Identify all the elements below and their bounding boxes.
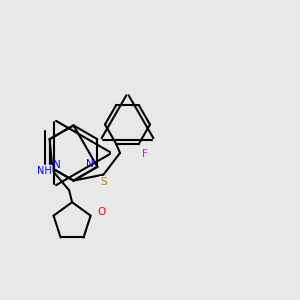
Text: S: S xyxy=(100,177,107,187)
Text: N: N xyxy=(53,160,61,170)
Text: N: N xyxy=(86,159,94,169)
Text: NH: NH xyxy=(37,166,52,176)
Text: O: O xyxy=(98,207,106,217)
Text: F: F xyxy=(142,149,148,159)
